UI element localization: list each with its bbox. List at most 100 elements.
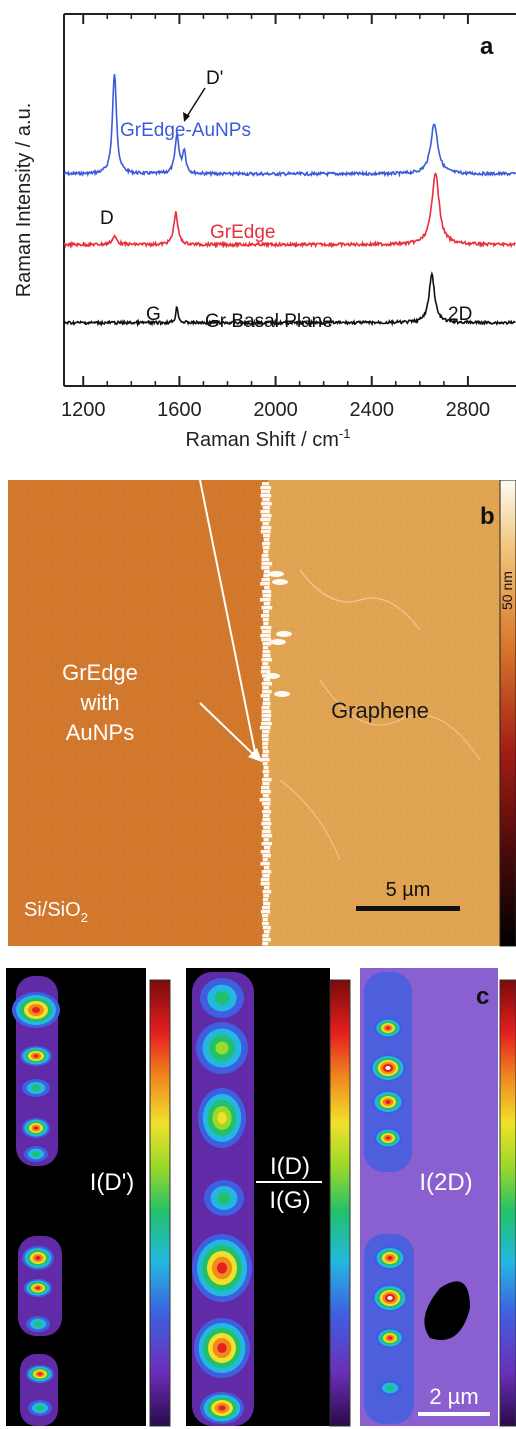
aunp-particle — [261, 710, 272, 714]
aunp-particle — [263, 894, 270, 898]
aunp-particle — [263, 886, 270, 890]
aunp-particle — [261, 558, 270, 562]
aunp-particle — [263, 570, 270, 574]
aunp-particle — [263, 902, 271, 906]
aunp-cluster — [274, 691, 290, 697]
aunp-particle — [261, 822, 272, 826]
aunp-particle — [262, 542, 271, 546]
aunp-particle — [263, 866, 270, 870]
colorbar-map-1 — [149, 979, 171, 1427]
peak-arrowhead-d-prime — [183, 112, 190, 122]
aunp-particle — [262, 934, 270, 938]
aunp-particle — [262, 522, 269, 526]
aunp-particle — [261, 738, 269, 742]
aunp-particle — [260, 878, 270, 882]
graphene-wrinkle — [319, 679, 481, 761]
peak-label-d: D — [100, 208, 114, 229]
aunp-particle — [262, 742, 269, 746]
aunp-particle — [261, 526, 272, 530]
aunp-particle — [260, 486, 272, 490]
aunp-particle — [260, 786, 270, 790]
map-label-numerator: I(D) — [270, 1153, 310, 1180]
aunp-particle — [262, 646, 269, 650]
aunp-particle — [261, 842, 273, 846]
aunp-particle — [262, 686, 269, 690]
hotspot-contour — [217, 1112, 227, 1124]
aunp-particle — [261, 554, 269, 558]
aunp-particle — [261, 638, 272, 642]
hotspot-contour — [32, 1007, 40, 1013]
aunp-particle — [262, 690, 272, 694]
aunp-particle — [263, 538, 270, 542]
aunp-particle — [262, 890, 272, 894]
aunp-particle — [262, 814, 270, 818]
aunp-particle — [262, 642, 272, 646]
aunp-particle — [261, 630, 271, 634]
aunp-particle — [260, 790, 271, 794]
peak-label-g: G — [146, 304, 161, 325]
scale-bar-label: 5 µm — [386, 879, 431, 901]
aunp-particle — [261, 906, 270, 910]
aunp-particle — [261, 718, 271, 722]
aunp-particle — [262, 938, 271, 942]
panel-b-letter: b — [480, 503, 495, 530]
aunp-particle — [260, 494, 272, 498]
aunp-particle — [261, 666, 270, 670]
aunp-particle — [260, 518, 271, 522]
aunp-particle — [262, 942, 269, 946]
map-hotspots — [12, 976, 62, 1426]
hotspot-contour — [385, 1136, 391, 1140]
aunp-particle — [262, 858, 268, 862]
hotspot-contour — [215, 1041, 229, 1055]
dark-region — [424, 1281, 470, 1340]
aunp-edge-line — [259, 482, 292, 946]
aunp-particle — [262, 498, 270, 502]
hotspot-contour — [35, 1286, 41, 1290]
hotspot-contour — [34, 1321, 42, 1327]
aunp-particle — [261, 562, 273, 566]
peak-arrow-d-prime — [185, 87, 206, 119]
aunp-particle — [261, 566, 270, 570]
hotspot-contour — [218, 1405, 226, 1411]
map-label-i-2d: I(2D) — [419, 1169, 472, 1196]
aunp-particle — [262, 594, 272, 598]
aunp-particle — [262, 874, 270, 878]
graphene-wrinkle — [299, 569, 421, 631]
aunp-particle — [261, 606, 273, 610]
aunp-particle — [263, 550, 269, 554]
aunp-particle — [261, 834, 273, 838]
aunp-particle — [261, 802, 271, 806]
panel-b-afm-image: b GrEdge with AuNPs Graphene Si/SiO2 5 µ… — [0, 480, 516, 950]
afm-texture — [8, 480, 500, 946]
aunp-particle — [263, 622, 269, 626]
aunp-particle — [262, 702, 271, 706]
aunp-particle — [261, 914, 269, 918]
label-substrate-main: Si/SiO — [24, 899, 81, 921]
series-group — [63, 74, 516, 328]
map-i-d-prime: I(D') — [6, 968, 171, 1427]
aunp-particle — [263, 574, 270, 578]
aunp-particle — [263, 806, 270, 810]
hotspot-contour — [31, 1085, 41, 1091]
x-axis-label-main: Raman Shift / cm — [186, 429, 339, 451]
aunp-particle — [262, 730, 270, 734]
aunp-particle — [262, 506, 270, 510]
scale-bar-c — [418, 1412, 490, 1416]
series-line-1 — [63, 171, 516, 250]
graphene-wrinkle — [279, 779, 341, 861]
aunp-particle — [261, 578, 270, 582]
aunp-particle — [261, 514, 272, 518]
aunp-particle — [260, 634, 271, 638]
map-i-d-over-i-g: I(D) I(G) — [186, 968, 351, 1427]
aunp-cluster — [264, 673, 280, 679]
aunp-particle — [263, 774, 269, 778]
aunp-particle — [260, 882, 270, 886]
colorbar-label: 50 nm — [499, 571, 515, 610]
hotspot-contour — [32, 1151, 40, 1157]
colorbar-map-3 — [499, 979, 516, 1427]
aunp-particle — [261, 722, 272, 726]
aunp-particle — [261, 754, 269, 758]
aunp-particle — [262, 818, 271, 822]
aunp-particle — [263, 766, 269, 770]
aunp-particle — [264, 586, 270, 590]
